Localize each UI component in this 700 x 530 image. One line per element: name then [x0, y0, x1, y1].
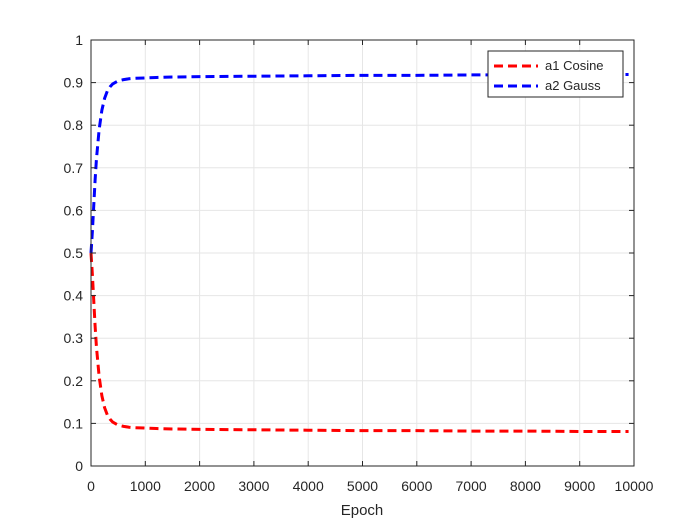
legend: a1 Cosine a2 Gauss [487, 50, 624, 98]
legend-label-a1-cosine: a1 Cosine [545, 58, 604, 73]
x-tick-label: 6000 [401, 478, 432, 494]
x-tick-label: 2000 [184, 478, 215, 494]
axis-ticks [90, 39, 635, 467]
x-tick-label: 5000 [347, 478, 378, 494]
y-tick-label: 0.1 [64, 415, 84, 431]
x-tick-label: 10000 [615, 478, 654, 494]
legend-label-a2-gauss: a2 Gauss [545, 78, 601, 93]
y-tick-label: 0.2 [64, 373, 84, 389]
x-tick-label: 0 [87, 478, 95, 494]
x-tick-label: 8000 [510, 478, 541, 494]
y-tick-label: 0.8 [64, 117, 84, 133]
y-tick-label: 0.5 [64, 245, 84, 261]
y-tick-label: 1 [75, 32, 83, 48]
y-tick-label: 0.3 [64, 330, 84, 346]
x-tick-label: 7000 [456, 478, 487, 494]
y-tick-label: 0 [75, 458, 83, 474]
x-tick-label: 4000 [293, 478, 324, 494]
y-tick-label: 0.9 [64, 75, 84, 91]
x-tick-label: 1000 [130, 478, 161, 494]
y-tick-label: 0.7 [64, 160, 84, 176]
tick-labels: 0 1000 2000 3000 4000 5000 6000 7000 8000 9000 100… [64, 32, 654, 494]
x-tick-label: 3000 [238, 478, 269, 494]
x-axis-label: Epoch [341, 502, 384, 519]
y-tick-label: 0.4 [64, 288, 84, 304]
y-tick-label: 0.6 [64, 202, 84, 218]
legend-box [487, 50, 624, 98]
series-lines [89, 73, 629, 433]
x-tick-label: 9000 [564, 478, 595, 494]
series-line-a1-cosine [89, 252, 629, 433]
series-line-a2-gauss [89, 73, 629, 254]
